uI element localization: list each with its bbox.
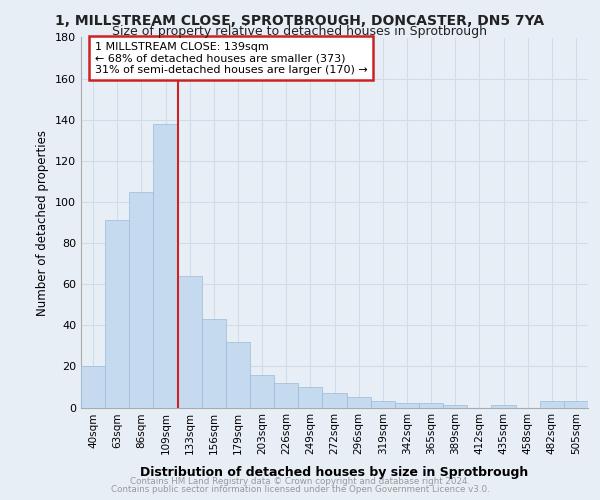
X-axis label: Distribution of detached houses by size in Sprotbrough: Distribution of detached houses by size … — [140, 466, 529, 478]
Bar — [81, 366, 105, 408]
Bar — [154, 124, 178, 408]
Bar — [178, 276, 202, 407]
Bar — [564, 402, 588, 407]
Bar — [419, 404, 443, 407]
Text: Contains public sector information licensed under the Open Government Licence v3: Contains public sector information licen… — [110, 484, 490, 494]
Bar — [540, 402, 564, 407]
Bar — [322, 393, 347, 407]
Bar — [129, 192, 154, 408]
Y-axis label: Number of detached properties: Number of detached properties — [37, 130, 49, 316]
Text: 1 MILLSTREAM CLOSE: 139sqm
← 68% of detached houses are smaller (373)
31% of sem: 1 MILLSTREAM CLOSE: 139sqm ← 68% of deta… — [95, 42, 367, 75]
Bar — [443, 406, 467, 407]
Bar — [371, 402, 395, 407]
Bar — [226, 342, 250, 407]
Bar — [491, 406, 515, 407]
Bar — [395, 404, 419, 407]
Text: Contains HM Land Registry data © Crown copyright and database right 2024.: Contains HM Land Registry data © Crown c… — [130, 477, 470, 486]
Bar — [298, 387, 322, 407]
Bar — [105, 220, 129, 408]
Bar — [202, 319, 226, 408]
Text: 1, MILLSTREAM CLOSE, SPROTBROUGH, DONCASTER, DN5 7YA: 1, MILLSTREAM CLOSE, SPROTBROUGH, DONCAS… — [55, 14, 545, 28]
Bar — [347, 397, 371, 407]
Bar — [250, 374, 274, 408]
Text: Size of property relative to detached houses in Sprotbrough: Size of property relative to detached ho… — [113, 25, 487, 38]
Bar — [274, 383, 298, 407]
